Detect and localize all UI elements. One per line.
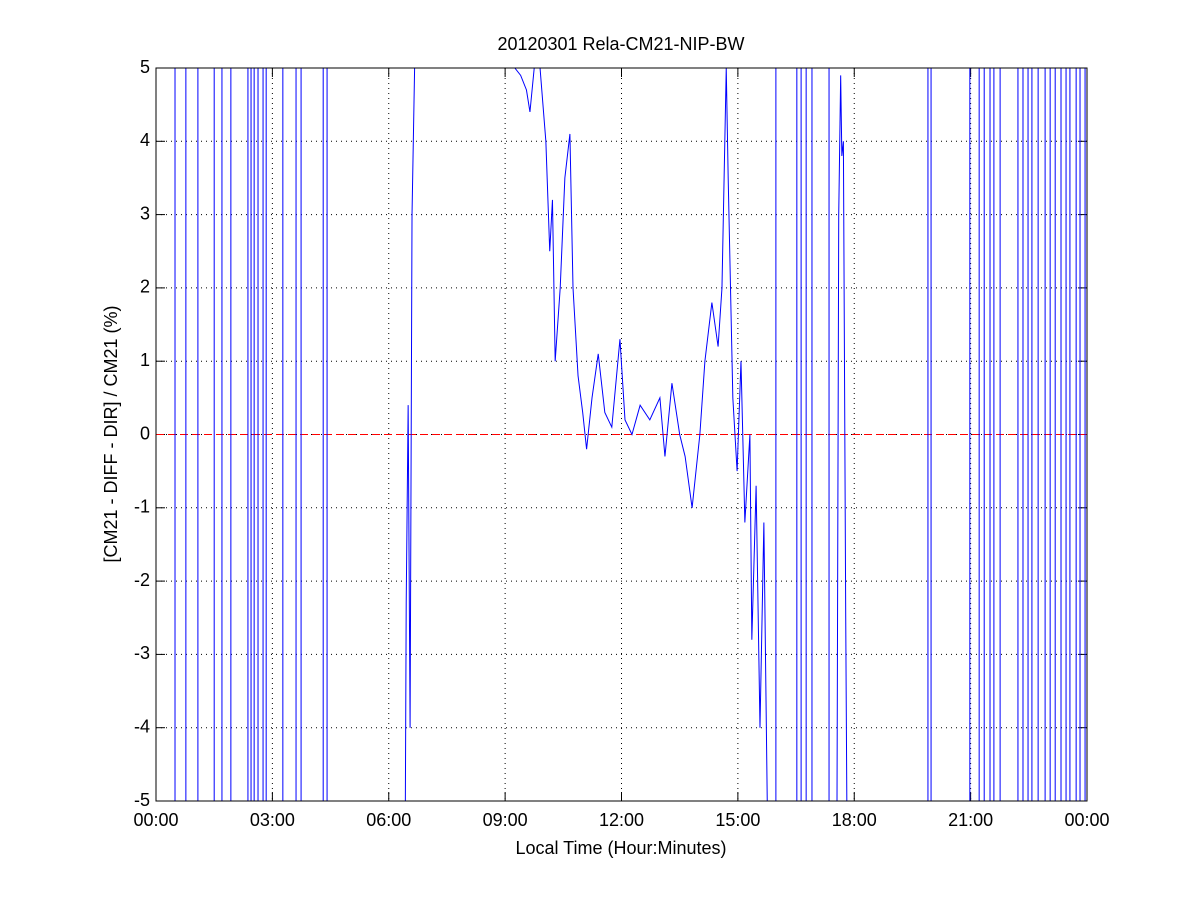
x-tick-label: 18:00 bbox=[832, 810, 877, 830]
chart-title: 20120301 Rela-CM21-NIP-BW bbox=[497, 34, 744, 54]
x-tick-label: 12:00 bbox=[599, 810, 644, 830]
axes-box bbox=[155, 67, 1088, 802]
y-tick-label: -5 bbox=[134, 790, 150, 810]
y-tick-label: 2 bbox=[140, 277, 150, 297]
y-tick-label: -4 bbox=[134, 716, 150, 736]
x-axis-label: Local Time (Hour:Minutes) bbox=[515, 838, 726, 858]
y-tick-label: -2 bbox=[134, 570, 150, 590]
x-tick-label: 06:00 bbox=[366, 810, 411, 830]
x-tick-label: 00:00 bbox=[133, 810, 178, 830]
y-tick-label: 4 bbox=[140, 130, 150, 150]
y-tick-label: 1 bbox=[140, 350, 150, 370]
x-tick-label: 03:00 bbox=[250, 810, 295, 830]
y-tick-label: -3 bbox=[134, 643, 150, 663]
x-tick-label: 21:00 bbox=[948, 810, 993, 830]
y-tick-label: 3 bbox=[140, 203, 150, 223]
x-tick-label: 09:00 bbox=[483, 810, 528, 830]
x-tick-label: 15:00 bbox=[715, 810, 760, 830]
y-tick-label: 5 bbox=[140, 57, 150, 77]
x-tick-label: 00:00 bbox=[1064, 810, 1109, 830]
y-tick-label: 0 bbox=[140, 423, 150, 443]
y-axis-label: [CM21 - DIFF - DIR] / CM21 (%) bbox=[101, 305, 121, 562]
y-tick-label: -1 bbox=[134, 497, 150, 517]
data-line bbox=[174, 68, 1086, 801]
